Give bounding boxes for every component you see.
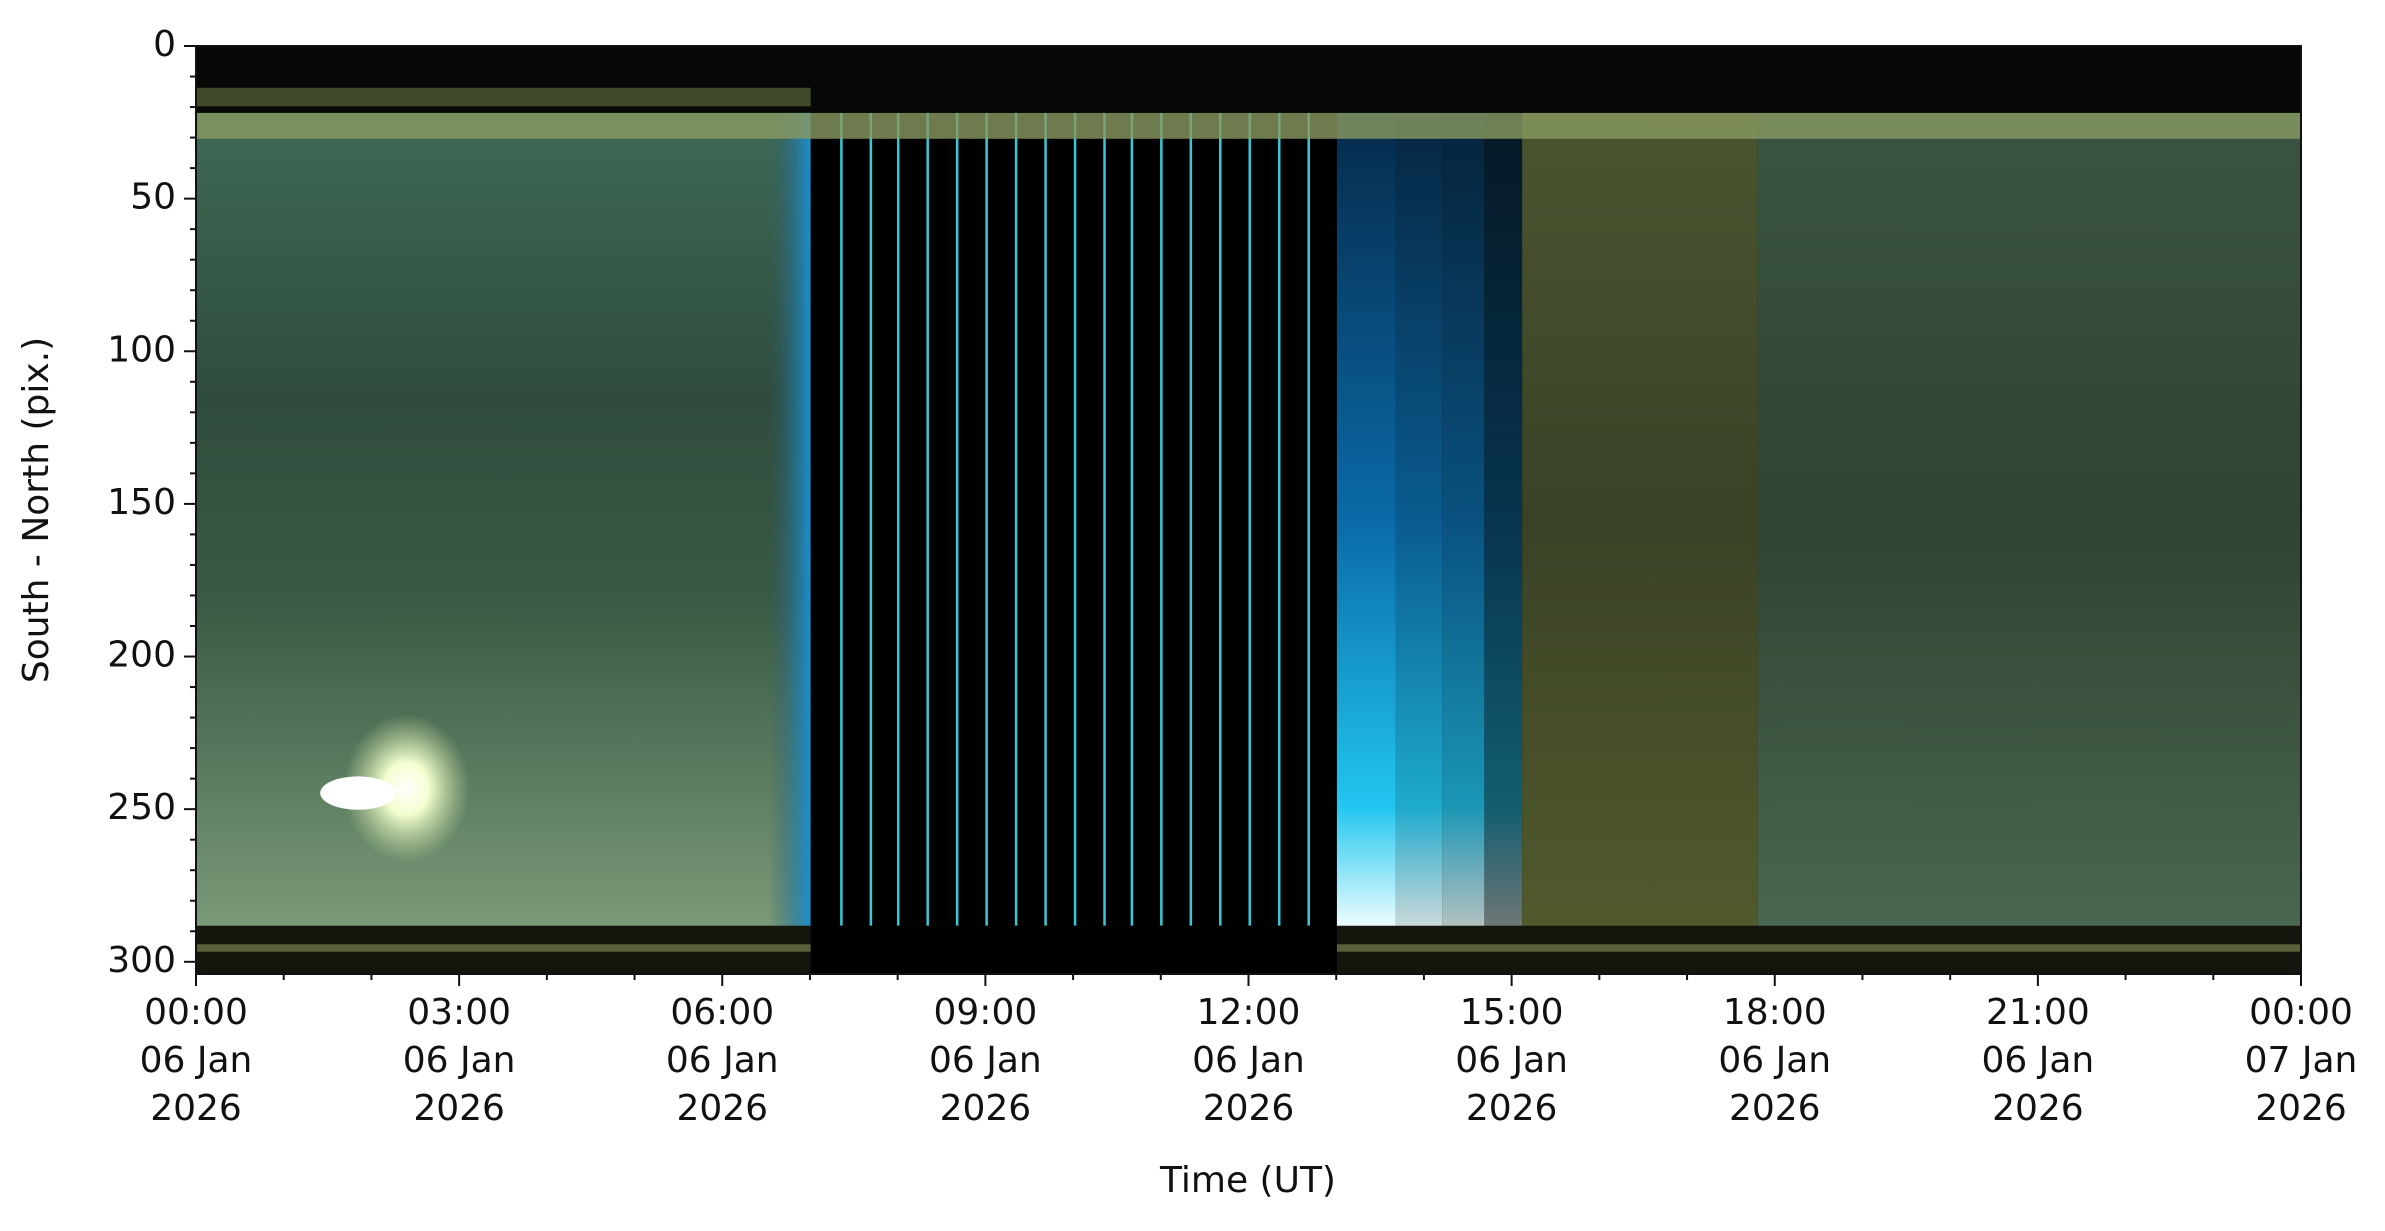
x-tick-label: 06 Jan <box>1982 1040 2095 1081</box>
y-tick-label: 300 <box>107 940 176 981</box>
keogram-image <box>196 46 2301 974</box>
x-tick-label: 2026 <box>676 1088 768 1129</box>
y-tick-label: 100 <box>107 329 176 370</box>
x-tick-label: 07 Jan <box>2245 1040 2358 1081</box>
x-tick-label: 06 Jan <box>1718 1040 1831 1081</box>
x-tick-label: 2026 <box>1729 1088 1821 1129</box>
x-tick-label: 06 Jan <box>140 1040 253 1081</box>
x-tick-label: 15:00 <box>1460 992 1564 1033</box>
y-tick-label: 250 <box>107 787 176 828</box>
x-tick-label: 06:00 <box>670 992 774 1033</box>
x-tick-label: 2026 <box>2255 1088 2347 1129</box>
x-tick-label: 06 Jan <box>1455 1040 1568 1081</box>
x-tick-label: 2026 <box>1203 1088 1295 1129</box>
y-axis-label: South - North (pix.) <box>16 337 57 683</box>
x-tick-label: 06 Jan <box>666 1040 779 1081</box>
x-tick-label: 2026 <box>940 1088 1032 1129</box>
x-tick-label: 03:00 <box>407 992 511 1033</box>
x-tick-label: 18:00 <box>1723 992 1827 1033</box>
y-tick-label: 150 <box>107 482 176 523</box>
x-tick-label: 00:00 <box>144 992 248 1033</box>
y-tick-label: 50 <box>130 177 176 218</box>
x-tick-label: 06 Jan <box>929 1040 1042 1081</box>
y-tick-label: 0 <box>153 24 176 65</box>
x-tick-label: 06 Jan <box>403 1040 516 1081</box>
x-tick-label: 2026 <box>1992 1088 2084 1129</box>
y-tick-label: 200 <box>107 635 176 676</box>
x-tick-label: 2026 <box>150 1088 242 1129</box>
x-tick-label: 09:00 <box>934 992 1038 1033</box>
x-tick-label: 21:00 <box>1986 992 2090 1033</box>
x-tick-label: 12:00 <box>1197 992 1301 1033</box>
x-tick-label: 2026 <box>1466 1088 1558 1129</box>
x-tick-label: 06 Jan <box>1192 1040 1305 1081</box>
x-axis-label: Time (UT) <box>1159 1160 1336 1201</box>
x-tick-label: 00:00 <box>2249 992 2353 1033</box>
x-tick-label: 2026 <box>413 1088 505 1129</box>
